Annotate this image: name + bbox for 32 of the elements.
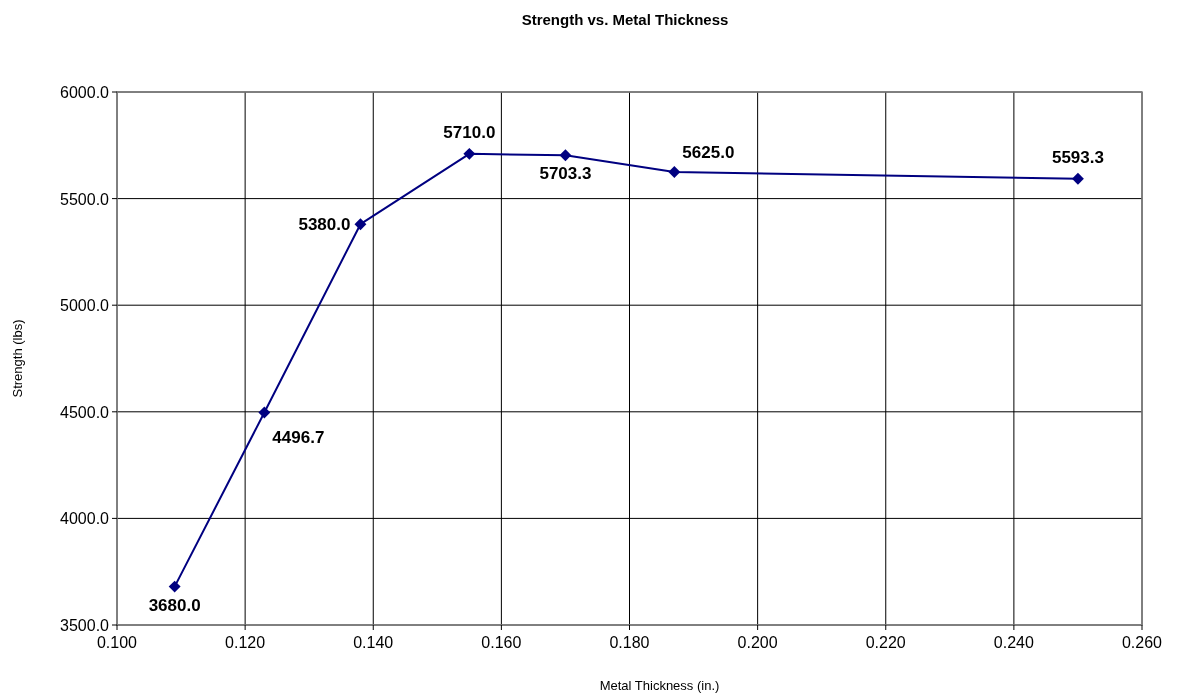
x-tick-label: 0.160 — [481, 634, 522, 651]
point — [559, 149, 572, 162]
x-tick-label: 0.220 — [865, 634, 906, 651]
x-tick-label: 0.100 — [96, 634, 138, 651]
x-tick-label: 0.240 — [993, 634, 1034, 651]
x-tick-label: 0.200 — [737, 634, 778, 651]
y-axis-title: Strength (lbs) — [10, 319, 25, 398]
chart-title: Strength vs. Metal Thickness — [521, 11, 729, 28]
point — [1072, 172, 1084, 185]
y-tick-label: 4500.0 — [60, 403, 110, 421]
point — [463, 147, 476, 160]
text: 4496.7 — [272, 427, 325, 447]
x-tick-label: 0.120 — [225, 634, 266, 651]
x-tick-label: 0.140 — [353, 634, 394, 651]
y-tick-label: 5500.0 — [60, 190, 110, 208]
text: 3680.0 — [148, 595, 201, 615]
text: 5593.3 — [1051, 147, 1104, 167]
text: 5625.0 — [682, 142, 735, 162]
point — [668, 166, 681, 178]
y-tick-label: 5000.0 — [60, 297, 110, 315]
text: 5703.3 — [539, 164, 592, 184]
x-tick-label: 0.260 — [1121, 634, 1163, 651]
x-tick-label: 0.180 — [609, 634, 650, 651]
y-tick-label: 6000.0 — [60, 84, 110, 101]
text: 5380.0 — [298, 215, 351, 235]
point — [354, 218, 367, 231]
y-tick-label: 3500.0 — [60, 617, 110, 634]
text: 5710.0 — [443, 122, 496, 142]
x-axis-title: Metal Thickness (in.) — [599, 678, 720, 693]
point — [168, 580, 181, 593]
point — [258, 406, 271, 419]
y-tick-label: 4000.0 — [60, 510, 110, 528]
